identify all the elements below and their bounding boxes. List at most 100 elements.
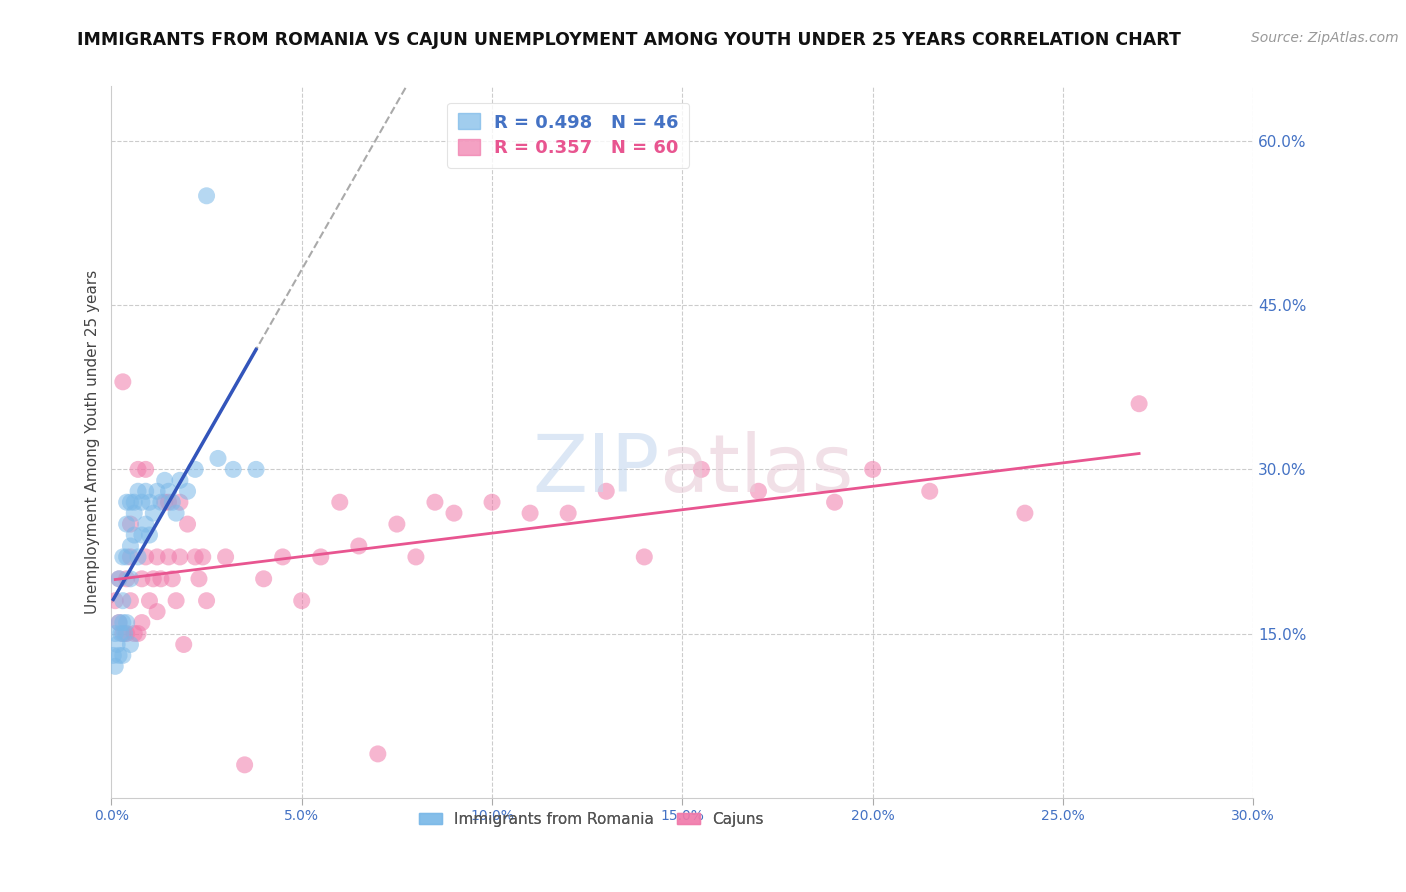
Point [108, 572, 131, 586]
Point [115, 495, 138, 509]
Point [1128, 397, 1150, 411]
Point [157, 549, 180, 564]
Point [120, 539, 142, 553]
Point [195, 593, 218, 607]
Text: atlas: atlas [659, 432, 853, 509]
Point [165, 593, 187, 607]
Point [271, 549, 294, 564]
Point [138, 593, 160, 607]
Point [245, 462, 267, 476]
Point [135, 549, 157, 564]
Point [207, 451, 229, 466]
Point [120, 572, 142, 586]
Point [111, 648, 134, 663]
Point [115, 517, 138, 532]
Point [120, 549, 142, 564]
Point [120, 593, 142, 607]
Point [214, 549, 236, 564]
Point [108, 615, 131, 630]
Point [157, 484, 180, 499]
Point [557, 506, 579, 520]
Point [191, 549, 214, 564]
Point [162, 572, 184, 586]
Point [127, 549, 149, 564]
Legend: Immigrants from Romania, Cajuns: Immigrants from Romania, Cajuns [412, 805, 769, 833]
Text: IMMIGRANTS FROM ROMANIA VS CAJUN UNEMPLOYMENT AMONG YOUTH UNDER 25 YEARS CORRELA: IMMIGRANTS FROM ROMANIA VS CAJUN UNEMPLO… [77, 31, 1181, 49]
Point [135, 517, 157, 532]
Point [173, 637, 195, 651]
Point [111, 549, 134, 564]
Point [115, 572, 138, 586]
Point [329, 495, 352, 509]
Point [104, 593, 127, 607]
Point [122, 528, 145, 542]
Point [519, 506, 541, 520]
Point [184, 462, 207, 476]
Point [824, 495, 846, 509]
Point [347, 539, 370, 553]
Point [110, 626, 132, 640]
Text: Source: ZipAtlas.com: Source: ZipAtlas.com [1251, 31, 1399, 45]
Point [127, 626, 149, 640]
Point [481, 495, 503, 509]
Point [367, 747, 389, 761]
Point [169, 495, 191, 509]
Point [135, 484, 157, 499]
Point [690, 462, 713, 476]
Point [104, 659, 127, 673]
Point [309, 549, 332, 564]
Point [114, 626, 136, 640]
Text: ZIP: ZIP [531, 432, 659, 509]
Point [108, 648, 131, 663]
Point [115, 549, 138, 564]
Point [120, 517, 142, 532]
Point [115, 615, 138, 630]
Point [111, 593, 134, 607]
Point [127, 462, 149, 476]
Point [111, 626, 134, 640]
Point [595, 484, 617, 499]
Point [146, 549, 169, 564]
Point [918, 484, 941, 499]
Point [222, 462, 245, 476]
Point [131, 495, 153, 509]
Point [131, 572, 153, 586]
Point [165, 506, 187, 520]
Point [385, 517, 408, 532]
Point [633, 549, 655, 564]
Point [153, 473, 176, 487]
Point [120, 495, 142, 509]
Point [104, 626, 127, 640]
Point [149, 495, 172, 509]
Point [108, 572, 131, 586]
Point [142, 572, 165, 586]
Point [405, 549, 427, 564]
Point [135, 462, 157, 476]
Point [188, 572, 211, 586]
Point [291, 593, 314, 607]
Point [233, 757, 256, 772]
Point [142, 506, 165, 520]
Point [122, 626, 145, 640]
Point [146, 605, 169, 619]
Point [105, 637, 128, 651]
Point [149, 572, 172, 586]
Point [157, 495, 180, 509]
Point [122, 506, 145, 520]
Point [138, 495, 160, 509]
Point [103, 648, 125, 663]
Point [131, 528, 153, 542]
Point [127, 484, 149, 499]
Point [443, 506, 465, 520]
Point [120, 637, 142, 651]
Point [138, 528, 160, 542]
Point [176, 484, 198, 499]
Point [1014, 506, 1036, 520]
Point [111, 375, 134, 389]
Point [176, 517, 198, 532]
Point [122, 495, 145, 509]
Point [131, 615, 153, 630]
Point [747, 484, 769, 499]
Point [115, 626, 138, 640]
Point [862, 462, 884, 476]
